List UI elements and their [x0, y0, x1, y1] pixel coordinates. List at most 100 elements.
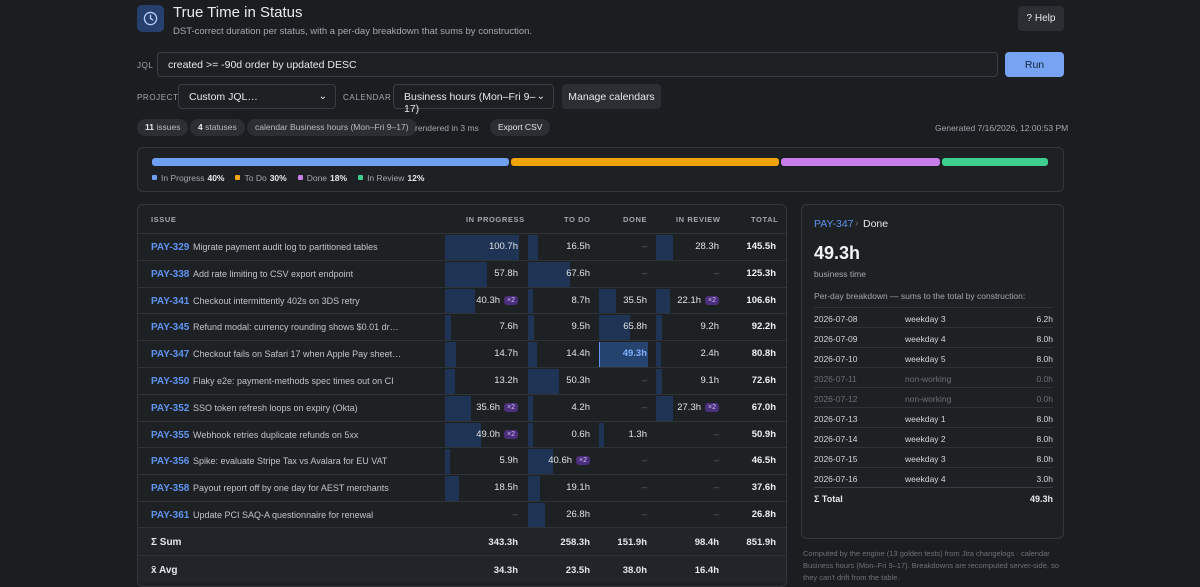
done-cell[interactable]: [599, 262, 647, 287]
issue-key-link[interactable]: PAY-355: [151, 429, 190, 441]
inprog-cell[interactable]: [445, 261, 519, 287]
table-row[interactable]: PAY-341 Checkout intermittently 402s on 3…: [138, 286, 786, 314]
issue-key-link[interactable]: PAY-329: [151, 242, 190, 253]
issue-key-link[interactable]: PAY-350: [151, 376, 190, 387]
issue-key-link[interactable]: PAY-338: [151, 268, 190, 280]
todo-cell[interactable]: [528, 503, 590, 528]
inprog-cell[interactable]: [445, 476, 519, 502]
table-row[interactable]: PAY-355 Webhook retries duplicate refunds…: [138, 420, 786, 448]
legend-label: In Review: [367, 173, 405, 183]
review-cell[interactable]: [656, 235, 718, 260]
issue-summary: Payout report off by one day for AEST me…: [193, 483, 389, 494]
issue-summary: Migrate payment audit log to partitioned…: [193, 242, 378, 252]
todo-value: 40.6h ×2: [548, 455, 590, 466]
day-date: 2026-07-10: [814, 354, 858, 364]
inprog-cell[interactable]: [445, 288, 519, 314]
todo-cell[interactable]: [528, 395, 590, 421]
table-row[interactable]: PAY-345 Refund modal: currency rounding s…: [138, 313, 786, 341]
todo-cell[interactable]: [528, 369, 590, 394]
table-row[interactable]: PAY-358 Payout report off by one day for …: [138, 474, 786, 502]
review-value: 9.2h: [700, 321, 720, 333]
todo-cell[interactable]: [528, 235, 590, 260]
inprog-cell[interactable]: [445, 395, 519, 421]
export-csv-button[interactable]: Export CSV: [490, 119, 551, 136]
todo-cell[interactable]: [528, 261, 590, 287]
done-cell[interactable]: [599, 449, 647, 474]
done-cell[interactable]: [599, 422, 647, 448]
row-total: 50.9h: [751, 428, 776, 440]
todo-cell[interactable]: [528, 422, 590, 448]
manage-calendars-button[interactable]: Manage calendars: [562, 84, 661, 109]
done-cell[interactable]: [599, 396, 647, 421]
review-cell[interactable]: [656, 262, 718, 287]
calendar-select[interactable]: Business hours (Mon–Fri 9–17) ⌄: [393, 84, 554, 115]
review-cell[interactable]: [656, 449, 718, 474]
status-distribution-panel: In Progress 40% To Do 30% Done 18% In Review 12…: [137, 147, 1064, 192]
review-cell[interactable]: [656, 476, 718, 501]
done-cell[interactable]: [599, 315, 647, 341]
page-subtitle: DST-correct duration per status, with a …: [173, 26, 533, 37]
done-cell[interactable]: [599, 503, 647, 528]
done-value: 49.3h: [622, 348, 647, 360]
distribution-segment: [942, 158, 1048, 166]
reentry-badge: ×2: [504, 295, 518, 305]
review-cell[interactable]: [656, 288, 718, 314]
legend-percent: 12%: [407, 173, 425, 183]
todo-cell[interactable]: [528, 476, 590, 502]
duration-fill: [599, 422, 604, 448]
table-row[interactable]: PAY-352 SSO token refresh loops on expiry…: [138, 393, 786, 421]
inprog-cell[interactable]: [445, 422, 519, 448]
help-button[interactable]: ? Help: [1018, 6, 1064, 31]
issue-key-link[interactable]: PAY-345: [151, 322, 190, 334]
day-row: 2026-07-15 weekday 3 8.0h: [814, 447, 1053, 467]
run-button[interactable]: Run: [1005, 52, 1064, 77]
review-cell[interactable]: [656, 503, 718, 528]
review-cell[interactable]: [656, 395, 718, 421]
detail-issue-key[interactable]: PAY-347: [814, 218, 854, 230]
table-row[interactable]: PAY-329 Migrate payment audit log to part…: [138, 233, 786, 260]
jql-input[interactable]: created >= -90d order by updated DESC: [157, 52, 998, 77]
todo-cell[interactable]: [528, 315, 590, 341]
review-cell[interactable]: [656, 342, 718, 368]
inprog-value: 5.9h: [499, 455, 519, 467]
done-cell[interactable]: [599, 476, 647, 501]
inprog-cell[interactable]: [445, 342, 519, 368]
inprog-cell[interactable]: [445, 235, 519, 260]
todo-cell[interactable]: [528, 288, 590, 314]
done-cell[interactable]: [599, 288, 647, 314]
done-cell[interactable]: [599, 369, 647, 394]
issue-key-link[interactable]: PAY-356: [151, 456, 190, 468]
table-row[interactable]: PAY-356 Spike: evaluate Stripe Tax vs Ava…: [138, 447, 786, 475]
table-row[interactable]: PAY-338 Add rate limiting to CSV export e…: [138, 259, 786, 287]
table-row[interactable]: PAY-347 Checkout fails on Safari 17 when …: [138, 340, 786, 368]
todo-value: 14.4h: [566, 348, 590, 360]
duration-fill: [445, 395, 472, 421]
done-cell[interactable]: [599, 235, 647, 260]
jql-label: JQL: [137, 61, 154, 70]
review-cell[interactable]: [656, 315, 718, 341]
project-select[interactable]: Custom JQL… ⌄: [178, 84, 336, 109]
issue-key-link[interactable]: PAY-341: [151, 295, 190, 307]
todo-value: 8.7h: [571, 294, 591, 306]
col-header-to-do: TO DO: [564, 215, 591, 224]
table-row[interactable]: PAY-350 Flaky e2e: payment-methods spec t…: [138, 367, 786, 394]
issue-key-link[interactable]: PAY-352: [151, 402, 190, 414]
inprog-cell[interactable]: [445, 369, 519, 394]
review-cell[interactable]: [656, 423, 718, 448]
legend-item: To Do 30%: [235, 173, 287, 183]
issue-key-link[interactable]: PAY-358: [151, 483, 190, 495]
review-cell[interactable]: [656, 369, 718, 394]
table-row[interactable]: PAY-361 Update PCI SAQ-A questionnaire fo…: [138, 501, 786, 528]
inprog-cell[interactable]: [445, 315, 519, 341]
issue-key-link[interactable]: PAY-347: [151, 349, 190, 361]
inprog-cell[interactable]: [445, 449, 519, 475]
issue-key-link[interactable]: PAY-361: [151, 510, 190, 521]
inprog-cell[interactable]: [445, 503, 519, 528]
done-cell[interactable]: [599, 342, 648, 368]
sum-done: 151.9h: [617, 537, 647, 548]
todo-cell[interactable]: [528, 342, 590, 368]
todo-cell[interactable]: [528, 449, 590, 475]
sum-total: 851.9h: [746, 537, 776, 548]
legend-item: Done 18%: [297, 173, 347, 183]
duration-fill: [656, 315, 662, 341]
